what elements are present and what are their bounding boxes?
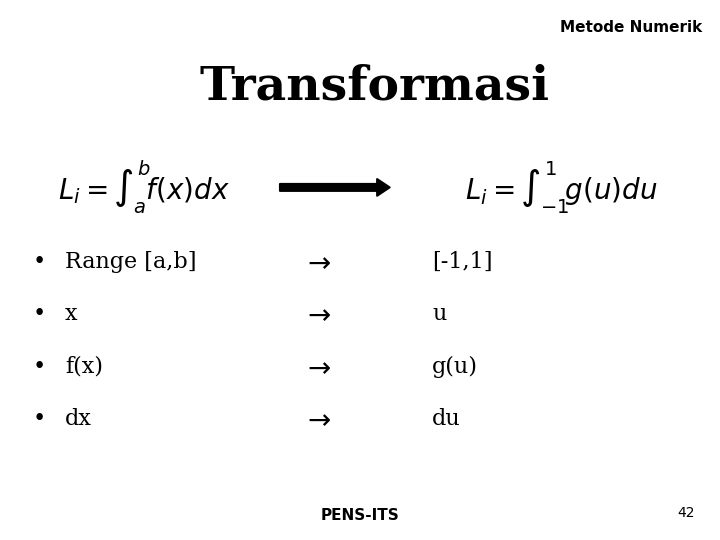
Text: Teknologi: Teknologi <box>80 60 106 66</box>
Text: •: • <box>33 356 46 378</box>
Text: Range [a,b]: Range [a,b] <box>65 251 197 273</box>
Text: $\rightarrow$: $\rightarrow$ <box>302 248 331 276</box>
Text: [-1,1]: [-1,1] <box>432 251 492 273</box>
Text: $\rightarrow$: $\rightarrow$ <box>302 405 331 433</box>
Text: f(x): f(x) <box>65 356 103 378</box>
Text: u: u <box>432 303 446 325</box>
Text: Sepuluh Nopember: Sepuluh Nopember <box>80 71 127 76</box>
Text: Transformasi: Transformasi <box>199 64 549 110</box>
Text: $L_i = \int_a^b\! f(x)dx$: $L_i = \int_a^b\! f(x)dx$ <box>58 159 230 216</box>
Text: $\rightarrow$: $\rightarrow$ <box>302 353 331 381</box>
Text: $L_i = \int_{-1}^{1}\! g(u)du$: $L_i = \int_{-1}^{1}\! g(u)du$ <box>465 159 658 216</box>
Text: ITS: ITS <box>80 18 109 36</box>
Text: Institut: Institut <box>80 50 99 55</box>
Text: 42: 42 <box>678 507 695 520</box>
FancyArrowPatch shape <box>280 179 390 195</box>
Text: g(u): g(u) <box>432 356 478 378</box>
Text: dx: dx <box>65 408 91 430</box>
Text: $\rightarrow$: $\rightarrow$ <box>302 300 331 328</box>
Text: •: • <box>33 408 46 430</box>
Text: PENS-ITS: PENS-ITS <box>320 508 400 523</box>
Text: x: x <box>65 303 77 325</box>
Text: •: • <box>33 303 46 325</box>
Text: du: du <box>432 408 461 430</box>
Text: •: • <box>33 251 46 273</box>
Text: Metode Numerik: Metode Numerik <box>560 21 703 36</box>
